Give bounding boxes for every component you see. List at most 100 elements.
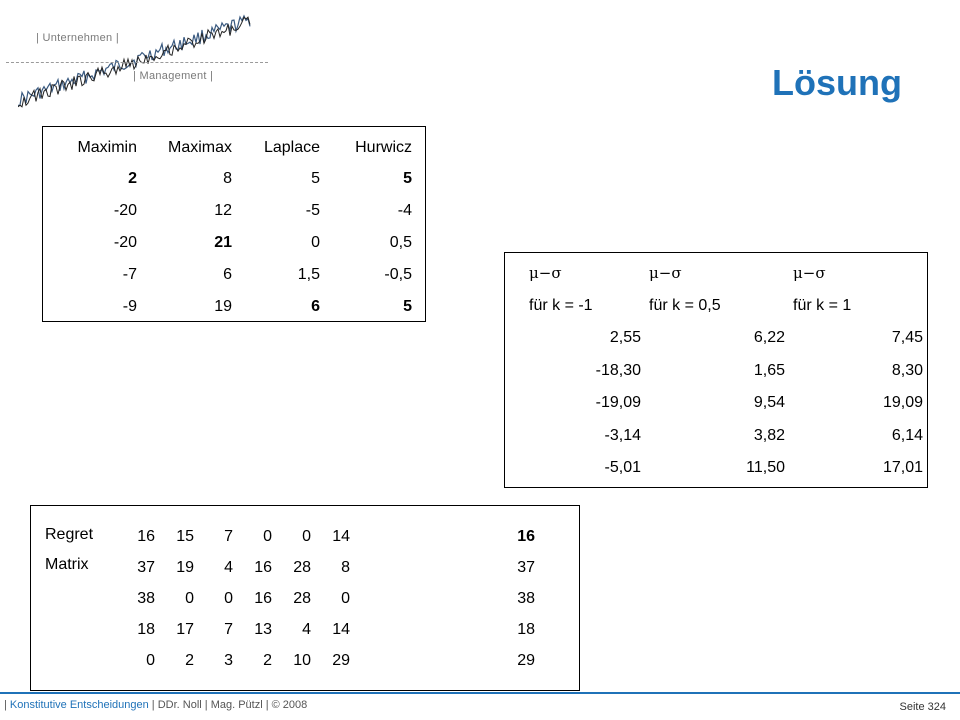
criteria-cell: 19 [214, 298, 232, 315]
regret-row: 16 15 7 0 0 14 16 [117, 521, 536, 552]
criteria-cell: -4 [397, 202, 412, 219]
regret-cell: 15 [176, 527, 194, 545]
mu-sigma-cell: 8,30 [891, 361, 923, 379]
regret-cell: 17 [176, 620, 194, 638]
criteria-cell: 0 [311, 234, 320, 251]
criteria-cell: 0,5 [389, 234, 412, 251]
mu-sigma-row: -5,01 11,50 17,01 [525, 452, 927, 485]
criteria-cell: 21 [214, 234, 232, 251]
regret-row-max: 37 [517, 558, 535, 576]
regret-spacer [351, 645, 497, 676]
regret-cell: 4 [224, 558, 233, 576]
criteria-cell: -20 [113, 202, 137, 219]
regret-spacer [351, 614, 497, 645]
criteria-cell: 1,5 [297, 266, 320, 283]
mu-sigma-symbol: μ−σ [793, 264, 826, 283]
mu-sigma-cell: 7,45 [891, 329, 923, 347]
regret-cell: 0 [302, 527, 311, 545]
regret-cell: 16 [254, 558, 272, 576]
criteria-cell: 5 [311, 170, 320, 187]
regret-cell: 14 [332, 620, 350, 638]
criteria-cell: 12 [214, 202, 232, 219]
mu-sigma-cell: 6,22 [753, 329, 785, 347]
mu-sigma-cell: 3,82 [753, 426, 785, 444]
regret-label: Regret [45, 526, 94, 543]
regret-spacer [351, 583, 497, 614]
regret-cell: 16 [254, 589, 272, 607]
mu-sigma-cell: 2,55 [609, 329, 641, 347]
header-maximin: Maximin [77, 139, 137, 156]
regret-row: 38 0 0 16 28 0 38 [117, 583, 536, 614]
criteria-row: -20 21 0 0,5 [53, 227, 416, 259]
criteria-cell: -5 [305, 202, 320, 219]
regret-spacer [351, 521, 497, 552]
regret-cell: 28 [293, 589, 311, 607]
regret-row-max: 16 [517, 527, 535, 545]
regret-cell: 2 [185, 651, 194, 669]
regret-cell: 3 [224, 651, 233, 669]
criteria-cell: 2 [128, 170, 137, 187]
header-k-1: für k = 1 [793, 296, 852, 314]
regret-cell: 18 [137, 620, 155, 638]
mu-sigma-header-row: für k = -1 für k = 0,5 für k = 1 [525, 290, 927, 323]
regret-row-max: 18 [517, 620, 535, 638]
mu-sigma-cell: -18,30 [595, 361, 641, 379]
mu-sigma-row: 2,55 6,22 7,45 [525, 322, 927, 355]
stock-chart-logo [18, 14, 251, 108]
criteria-cell: -7 [122, 266, 137, 283]
mu-sigma-cell: 6,14 [891, 426, 923, 444]
criteria-cell: 8 [223, 170, 232, 187]
regret-cell: 0 [146, 651, 155, 669]
regret-cell: 16 [137, 527, 155, 545]
criteria-cell: -20 [113, 234, 137, 251]
regret-spacer [351, 552, 497, 583]
regret-cell: 38 [137, 589, 155, 607]
criteria-cell: 5 [403, 170, 412, 187]
footer-divider [0, 692, 960, 694]
regret-cell: 7 [224, 620, 233, 638]
mu-sigma-cell: -5,01 [604, 459, 641, 477]
criteria-cell: -0,5 [384, 266, 412, 283]
criteria-table-box: Maximin Maximax Laplace Hurwicz 2 8 5 5 -20 1… [42, 126, 426, 322]
mu-sigma-table-box: μ−σ μ−σ μ−σ für k = -1 für k = 0,5 für k… [504, 252, 928, 488]
regret-row-max: 29 [517, 651, 535, 669]
regret-cell: 19 [176, 558, 194, 576]
criteria-row: -9 19 6 5 [53, 291, 416, 323]
footer-text: | Konstitutive Entscheidungen | DDr. Nol… [4, 699, 307, 711]
regret-row: 0 2 3 2 10 29 29 [117, 645, 536, 676]
regret-cell: 28 [293, 558, 311, 576]
regret-cell: 29 [332, 651, 350, 669]
criteria-cell: 5 [403, 298, 412, 315]
mu-sigma-cell: 1,65 [753, 361, 785, 379]
mu-sigma-cell: 17,01 [882, 459, 923, 477]
regret-row-max: 38 [517, 589, 535, 607]
header-k-0-5: für k = 0,5 [649, 296, 721, 314]
regret-cell: 0 [224, 589, 233, 607]
page-number: Seite 324 [899, 701, 946, 713]
criteria-row: 2 8 5 5 [53, 163, 416, 195]
matrix-label: Matrix [45, 556, 89, 573]
page-title: Lösung [772, 62, 902, 103]
criteria-row: -7 6 1,5 -0,5 [53, 259, 416, 291]
mu-sigma-table: μ−σ μ−σ μ−σ für k = -1 für k = 0,5 für k… [525, 257, 927, 485]
mu-sigma-cell: -19,09 [595, 394, 641, 412]
mu-sigma-row: -19,09 9,54 19,09 [525, 387, 927, 420]
regret-cell: 0 [341, 589, 350, 607]
header-laplace: Laplace [263, 139, 320, 156]
footer-authors: | DDr. Noll | Mag. Pützl | © 2008 [148, 699, 308, 711]
mu-sigma-row: -3,14 3,82 6,14 [525, 420, 927, 453]
regret-cell: 13 [254, 620, 272, 638]
mu-sigma-cell: 11,50 [746, 459, 785, 477]
mu-sigma-cell: 19,09 [882, 394, 923, 412]
footer-course: Konstitutive Entscheidungen [9, 699, 149, 711]
regret-cell: 10 [293, 651, 311, 669]
regret-cell: 4 [302, 620, 311, 638]
criteria-cell: 6 [311, 298, 320, 315]
mu-sigma-cell: -3,14 [604, 426, 641, 444]
mu-sigma-symbol: μ−σ [529, 264, 562, 283]
regret-cell: 14 [332, 527, 350, 545]
regret-row: 37 19 4 16 28 8 37 [117, 552, 536, 583]
header-hurwicz: Hurwicz [355, 139, 412, 156]
logo-divider [6, 62, 268, 63]
logo-text-top: | Unternehmen | [36, 32, 119, 44]
